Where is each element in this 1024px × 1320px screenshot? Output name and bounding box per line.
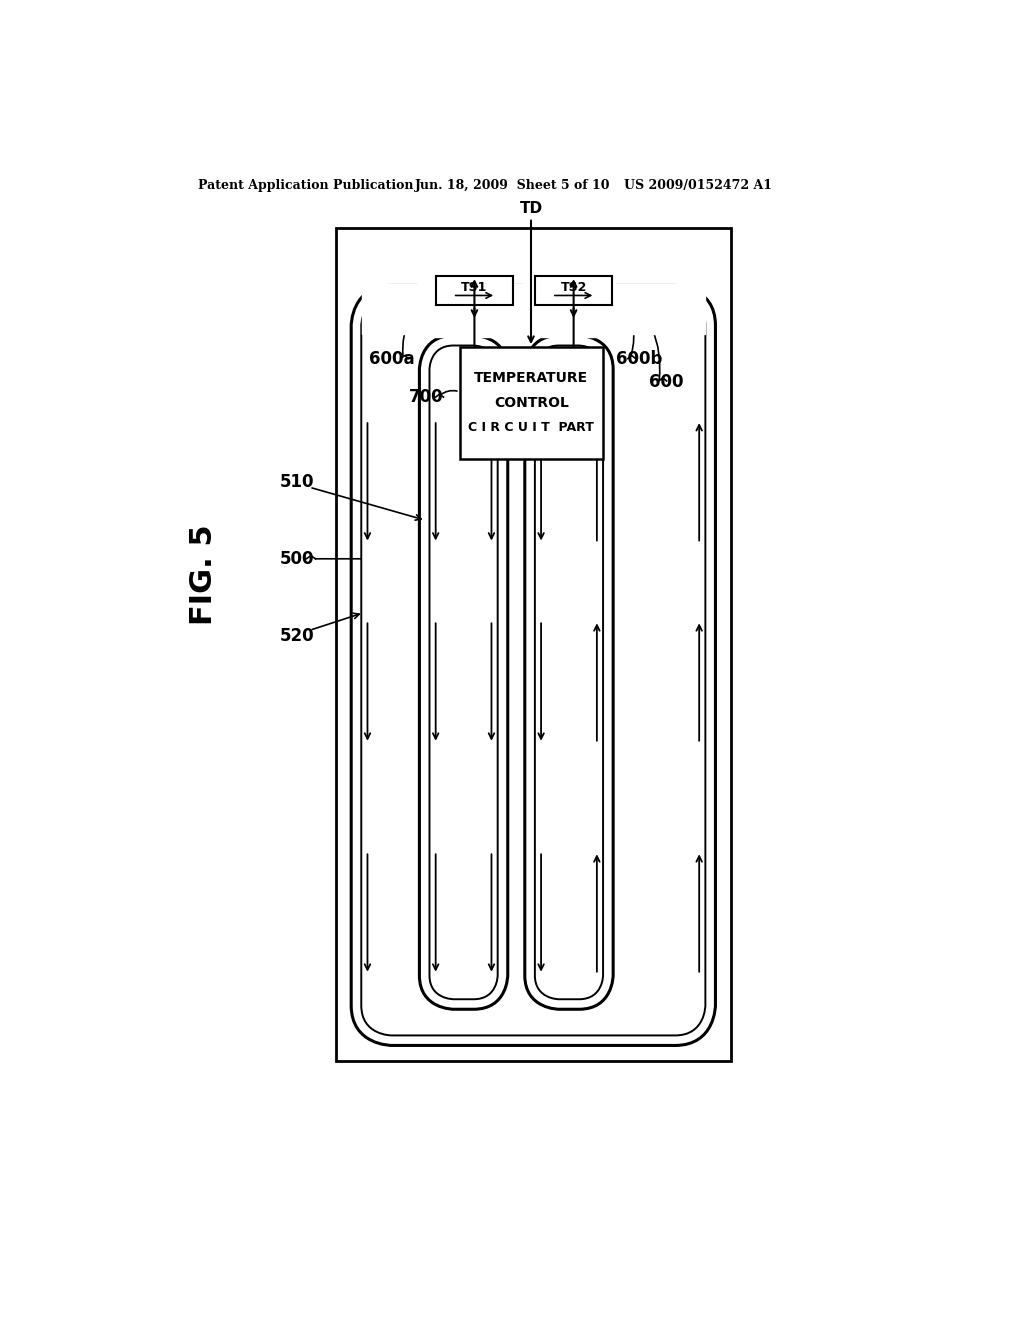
Text: 600b: 600b: [616, 350, 663, 367]
Bar: [362, 284, 418, 334]
Bar: [435, 276, 513, 305]
Bar: [523, 272, 614, 337]
Text: US 2009/0152472 A1: US 2009/0152472 A1: [624, 178, 772, 191]
Text: TD: TD: [519, 201, 543, 216]
Text: TS1: TS1: [461, 281, 487, 294]
Bar: [614, 284, 705, 334]
Bar: [460, 347, 603, 459]
Text: 700: 700: [409, 388, 443, 407]
Text: Patent Application Publication: Patent Application Publication: [198, 178, 414, 191]
Bar: [535, 276, 612, 305]
Text: TEMPERATURE: TEMPERATURE: [474, 371, 589, 385]
Text: Jun. 18, 2009  Sheet 5 of 10: Jun. 18, 2009 Sheet 5 of 10: [415, 178, 610, 191]
Text: 520: 520: [280, 627, 314, 644]
Text: FIG. 5: FIG. 5: [189, 524, 218, 624]
Bar: [418, 272, 509, 337]
Text: 600: 600: [649, 372, 684, 391]
Bar: [509, 284, 524, 334]
Text: C I R C U I T  PART: C I R C U I T PART: [468, 421, 594, 434]
Text: 500: 500: [280, 550, 314, 568]
Text: 510: 510: [280, 473, 314, 491]
Text: TS2: TS2: [560, 281, 587, 294]
Text: 600a: 600a: [369, 350, 415, 367]
Text: CONTROL: CONTROL: [494, 396, 568, 411]
Bar: [336, 228, 731, 1061]
